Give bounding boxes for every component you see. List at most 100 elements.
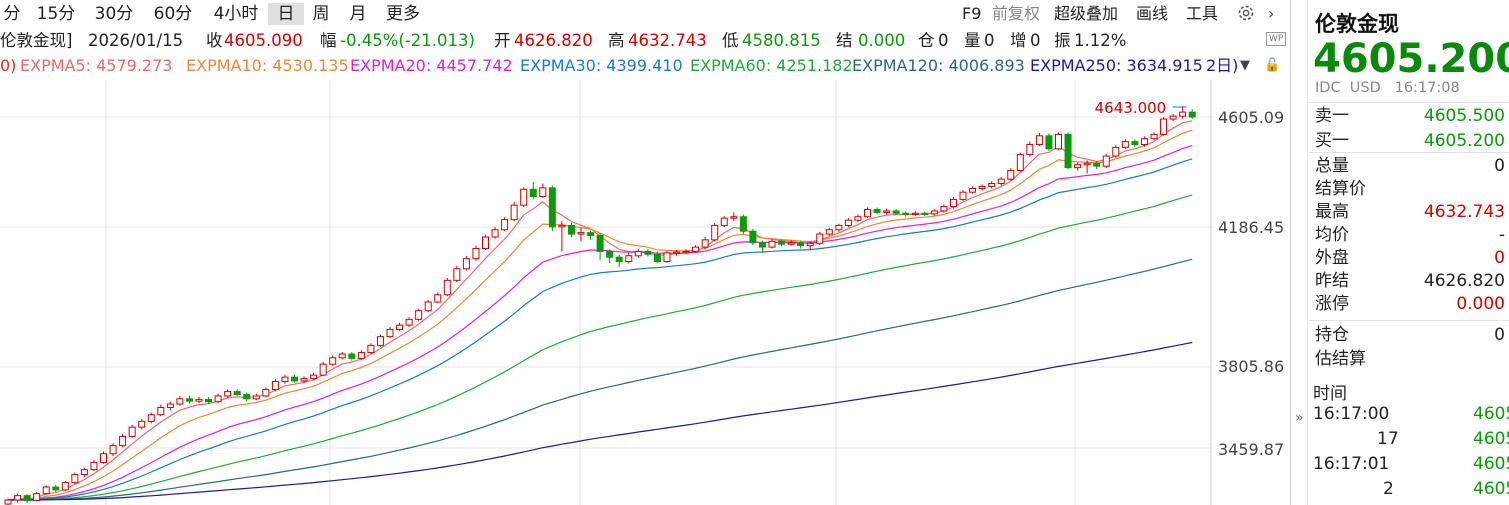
expma250-label: EXPMA250: 3634.915 xyxy=(1030,56,1203,75)
candle-body xyxy=(1169,115,1177,120)
period-tab-15min[interactable]: 15分 xyxy=(36,4,76,24)
candle-body xyxy=(548,187,556,228)
candle-body xyxy=(491,229,499,238)
divider xyxy=(1309,102,1509,103)
candle-body xyxy=(1055,133,1062,150)
candle-body xyxy=(281,376,289,382)
tools-button[interactable]: 工具 xyxy=(1186,4,1219,23)
panel-collapse-button[interactable]: » xyxy=(1291,0,1308,505)
chart-grid xyxy=(0,80,1212,505)
quote-row-est-settle: 估结算 xyxy=(1315,348,1505,370)
candle-body xyxy=(224,391,232,397)
candle-body xyxy=(1093,162,1101,167)
oi-label: 仓 xyxy=(918,31,935,50)
price-axis-label: 4186.45 xyxy=(1218,218,1285,237)
trade-price: 4605 xyxy=(1473,479,1509,499)
candle-body xyxy=(873,209,881,213)
quote-source-info: IDC USD 16:17:08 xyxy=(1315,80,1460,96)
candle-body xyxy=(367,344,375,354)
total-volume-label: 总量 xyxy=(1315,156,1349,176)
candle-body xyxy=(376,336,384,346)
trade-price: 4605 xyxy=(1473,454,1509,474)
increase-label: 增 xyxy=(1010,31,1027,50)
candle-body xyxy=(138,420,146,428)
candle-body xyxy=(1112,146,1120,157)
forward-adjust-button[interactable]: 前复权 xyxy=(992,4,1041,23)
double-chevron-icon: » xyxy=(1295,410,1304,426)
kline-chart[interactable]: 4643.000 xyxy=(0,80,1212,505)
trade-price: 4605 xyxy=(1473,404,1509,424)
prev-settle-value: 4626.820 xyxy=(1423,271,1505,291)
wp-icon[interactable]: WP xyxy=(1266,32,1287,46)
candle-body xyxy=(1102,155,1110,167)
increase-value: 0 xyxy=(1030,31,1041,50)
quote-row-avg: 均价 - xyxy=(1315,224,1505,246)
quote-row-limit-up: 涨停 0.000 xyxy=(1315,293,1505,315)
candle-body xyxy=(434,294,442,303)
candle-body xyxy=(396,324,404,330)
period-tab-day[interactable]: 日 xyxy=(268,3,304,25)
candle-body xyxy=(739,216,747,232)
chevron-right-icon[interactable]: › xyxy=(1268,4,1275,23)
quote-row-prev-settle: 昨结 4626.820 xyxy=(1315,270,1505,292)
settle-value: 0.000 xyxy=(858,31,906,50)
candle-body xyxy=(119,435,127,447)
expma-line-20 xyxy=(7,145,1193,501)
prev-settle-label: 昨结 xyxy=(1315,271,1349,291)
period-tab-min[interactable]: 分 xyxy=(3,4,21,24)
candle-body xyxy=(1121,141,1129,148)
period-tab-more[interactable]: 更多 xyxy=(386,4,420,24)
price-axis-label: 4605.09 xyxy=(1218,108,1285,127)
candle-body xyxy=(902,212,910,215)
divider xyxy=(1309,152,1509,153)
quote-row-sell1: 卖一 4605.500 xyxy=(1315,105,1505,127)
candle-body xyxy=(854,216,862,221)
quote-time: 16:17:08 xyxy=(1394,80,1460,96)
expma-lead: 0) xyxy=(0,56,17,75)
candle-body xyxy=(1083,162,1091,166)
expma-line-5 xyxy=(7,120,1193,501)
candle-body xyxy=(615,256,623,263)
expma-line-120 xyxy=(7,258,1193,501)
limit-up-value: 0.000 xyxy=(1456,294,1505,314)
divider xyxy=(1309,320,1509,321)
candle-body xyxy=(453,268,461,281)
period-tab-month[interactable]: 月 xyxy=(349,4,367,24)
expma-line-60 xyxy=(7,194,1193,501)
candle-body xyxy=(291,376,298,382)
candle-body xyxy=(644,250,652,255)
candle-body xyxy=(768,240,776,248)
period-tab-4h[interactable]: 4小时 xyxy=(213,4,259,24)
period-tab-week[interactable]: 周 xyxy=(312,4,330,24)
period-tab-60min[interactable]: 60分 xyxy=(153,4,193,24)
open-value: 4626.820 xyxy=(514,31,593,50)
candle-body xyxy=(424,301,432,312)
draw-line-button[interactable]: 画线 xyxy=(1136,4,1169,23)
period-tab-30min[interactable]: 30分 xyxy=(94,4,134,24)
candle-body xyxy=(42,486,50,495)
lock-icon[interactable]: 🔓 xyxy=(1264,58,1281,73)
candle-body xyxy=(930,210,938,215)
candle-body xyxy=(969,187,977,193)
candle-body xyxy=(816,233,824,244)
high-annotation: 4643.000 xyxy=(1095,99,1187,117)
candle-body xyxy=(300,378,308,382)
symbol-name: 伦敦金现] xyxy=(0,31,73,50)
candle-body xyxy=(558,224,566,228)
candle-body xyxy=(482,236,489,250)
close-label: 收 xyxy=(206,31,223,50)
gear-icon[interactable] xyxy=(1236,3,1256,23)
expma-lines xyxy=(7,120,1193,501)
super-overlay-button[interactable]: 超级叠加 xyxy=(1054,4,1119,23)
expma60-label: EXPMA60: 4251.182 xyxy=(690,56,853,75)
bar-date: 2026/01/15 xyxy=(88,31,184,50)
candle-body xyxy=(386,328,394,338)
trade-time: 16:17:01 xyxy=(1313,454,1390,474)
oi-value: 0 xyxy=(938,31,949,50)
quote-row-oi: 持仓 0 xyxy=(1315,324,1505,346)
day-high-value: 4632.743 xyxy=(1423,202,1505,222)
f9-button[interactable]: F9 xyxy=(962,4,982,23)
dropdown-triangle-icon[interactable]: ▼ xyxy=(1240,58,1250,73)
trades-title: 时间 xyxy=(1313,384,1347,404)
quote-row-buy1: 买一 4605.200 xyxy=(1315,130,1505,152)
